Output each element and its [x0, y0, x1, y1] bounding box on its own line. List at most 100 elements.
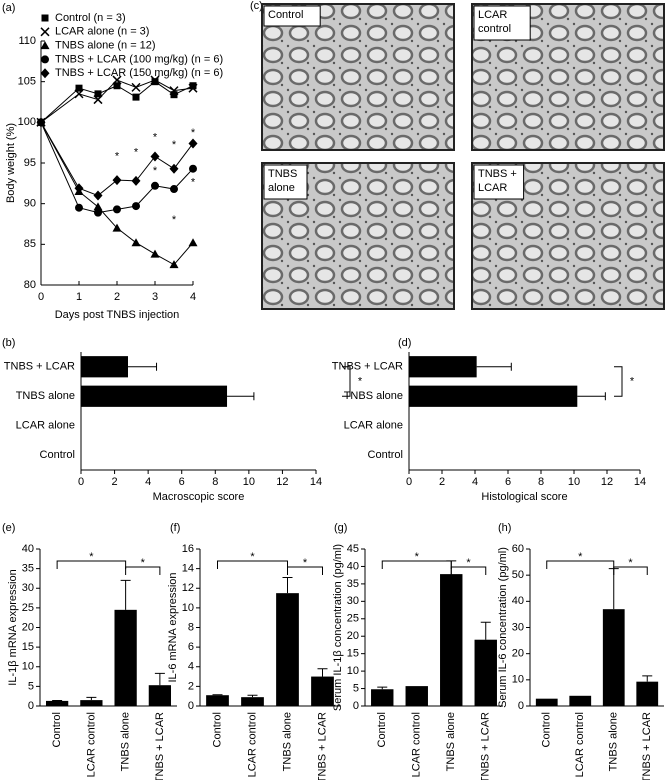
error-bar: [282, 576, 293, 594]
x-tick-label: TNBS alone: [608, 712, 620, 771]
marker: [74, 183, 84, 194]
y-axis-label: IL-6 mRNA expression: [167, 572, 179, 682]
x-tick-label: 6: [505, 476, 511, 488]
y-tick-label: 60: [512, 543, 524, 555]
significance-bracket: [450, 566, 487, 575]
x-tick-label: 4: [472, 476, 478, 488]
y-tick-label: 20: [22, 621, 34, 633]
y-tick-label: 100: [18, 116, 36, 128]
y-tick-label: 20: [512, 648, 524, 660]
y-tick-label: 80: [24, 279, 36, 291]
x-tick-label: Control: [211, 712, 223, 747]
error-bar: [227, 392, 255, 401]
annotation: *: [115, 150, 120, 162]
y-tick-label: 10: [22, 661, 34, 673]
image-label: alone: [268, 182, 295, 194]
bar: [114, 609, 137, 706]
y-tick-label: 30: [22, 582, 34, 594]
significance-bracket: [381, 560, 452, 569]
error-bar: [480, 621, 491, 640]
y-tick-label: Control: [40, 449, 75, 461]
significance-label: *: [250, 551, 255, 563]
y-tick-label: LCAR alone: [16, 420, 75, 432]
significance-bracket: [546, 560, 615, 569]
marker: [150, 151, 160, 162]
bar: [80, 700, 103, 706]
marker: [93, 202, 103, 211]
y-tick-label: 5: [28, 680, 34, 692]
marker: [36, 117, 46, 128]
marker: [132, 93, 140, 101]
y-tick-label: TNBS + LCAR: [332, 361, 403, 373]
marker: [132, 202, 140, 211]
bar: [409, 385, 578, 407]
series-line: [40, 122, 194, 214]
legend-label: TNBS + LCAR (100 mg/kg) (n = 6): [55, 53, 223, 65]
x-tick-label: TNBS alone: [281, 712, 293, 771]
y-tick-label: Control: [368, 449, 403, 461]
legend-label: TNBS + LCAR (150 mg/kg) (n = 6): [55, 67, 223, 79]
marker: [94, 90, 102, 98]
x-tick-label: LCAR control: [411, 712, 423, 777]
x-tick-label: 1: [76, 291, 82, 303]
bar: [409, 356, 477, 378]
x-tick-label: 3: [152, 291, 158, 303]
significance-label: *: [466, 557, 471, 569]
x-tick-label: 2: [114, 291, 120, 303]
panel-label: (c): [250, 0, 263, 12]
x-tick-label: 0: [38, 291, 44, 303]
x-tick-label: 6: [179, 476, 185, 488]
x-tick-label: 14: [634, 476, 646, 488]
error-bar: [128, 362, 158, 371]
x-tick-label: TNBS + LCAR: [641, 712, 653, 780]
y-tick-label: 14: [182, 563, 194, 575]
marker: [93, 190, 103, 201]
image-label-box: [263, 164, 308, 200]
y-axis-label: Serum IL-1β concentration (pg/ml): [332, 544, 344, 711]
marker: [113, 82, 121, 90]
annotation: *: [191, 176, 196, 188]
x-tick-label: 2: [112, 476, 118, 488]
bar: [405, 686, 428, 706]
error-bar: [317, 668, 328, 677]
x-tick-label: Control: [51, 712, 63, 747]
y-tick-label: 95: [24, 157, 36, 169]
y-tick-label: 25: [347, 613, 359, 625]
bar: [81, 385, 228, 407]
marker: [188, 138, 198, 149]
y-tick-label: 50: [512, 569, 524, 581]
series-line: [40, 79, 194, 123]
marker: [151, 181, 159, 190]
significance-label: *: [303, 557, 308, 569]
bar: [636, 681, 659, 706]
x-tick-label: 2: [439, 476, 445, 488]
marker: [112, 175, 122, 186]
bar: [276, 593, 299, 706]
significance-bracket: [613, 566, 648, 575]
error-bar: [86, 696, 97, 701]
error-bar: [154, 672, 165, 686]
significance-label: *: [141, 557, 146, 569]
bar: [148, 685, 172, 706]
marker: [169, 86, 179, 96]
image-label: TNBS: [268, 168, 297, 180]
image-label: LCAR: [478, 9, 507, 21]
error-bar: [577, 392, 606, 401]
legend-label: Control (n = 3): [55, 12, 126, 24]
x-tick-label: 12: [276, 476, 288, 488]
significance-label: *: [628, 557, 633, 569]
marker: [169, 260, 179, 269]
annotation: *: [153, 132, 158, 144]
y-tick-label: 10: [512, 674, 524, 686]
x-tick-label: Control: [541, 712, 553, 747]
image-label-box: [473, 5, 531, 41]
x-tick-label: TNBS + LCAR: [316, 712, 328, 780]
legend-marker: [41, 55, 49, 64]
y-tick-label: 2: [188, 680, 194, 692]
bar: [440, 574, 463, 706]
error-bar: [120, 579, 131, 610]
marker: [169, 163, 179, 174]
marker: [189, 164, 197, 173]
x-tick-label: 10: [243, 476, 255, 488]
y-tick-label: 0: [28, 700, 34, 712]
